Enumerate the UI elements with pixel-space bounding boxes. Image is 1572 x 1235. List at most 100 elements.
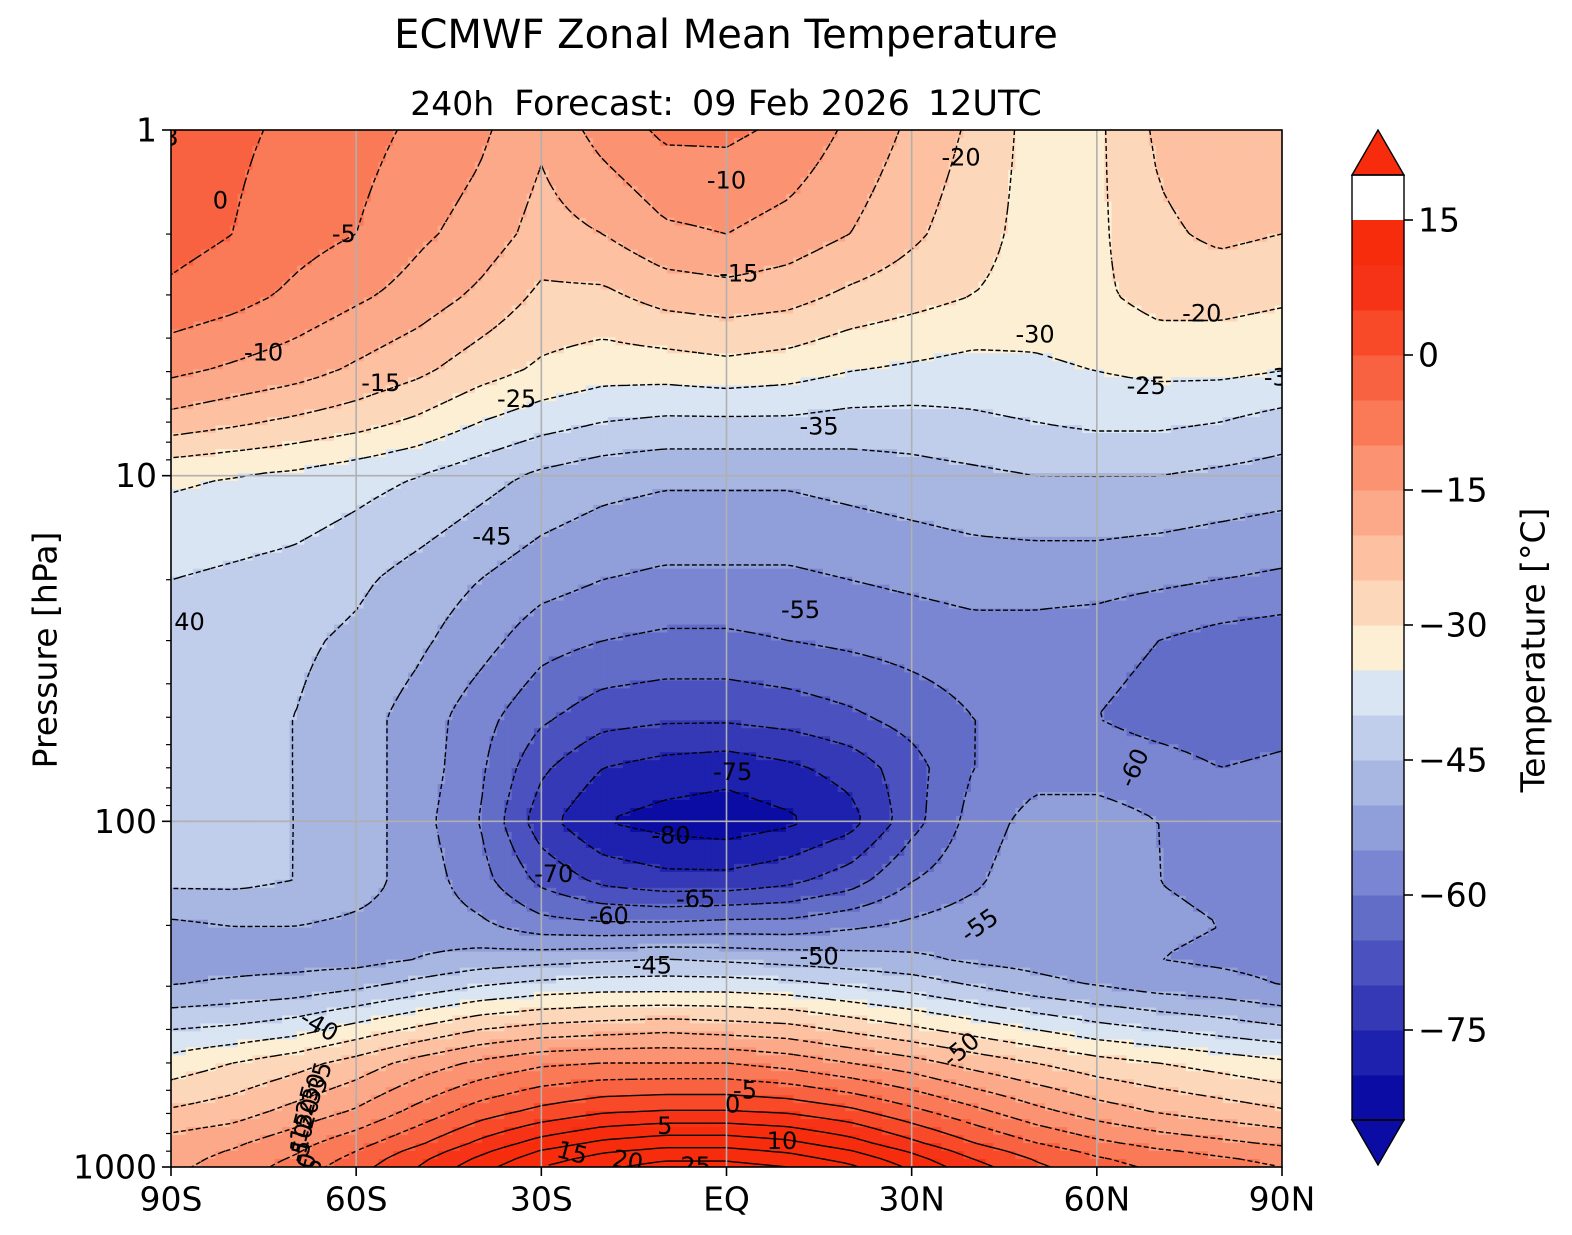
contour-fill-cell xyxy=(1141,217,1150,227)
contour-fill-cell xyxy=(985,361,994,370)
contour-fill-cell xyxy=(348,161,357,171)
contour-fill-cell xyxy=(985,161,994,171)
contour-fill-cell xyxy=(770,313,779,323)
contour-fill-cell xyxy=(356,145,365,155)
contour-fill-cell xyxy=(1104,329,1113,338)
contour-fill-cell xyxy=(459,273,468,283)
contour-fill-cell xyxy=(570,169,579,179)
contour-fill-cell xyxy=(274,265,283,275)
contour-fill-cell xyxy=(1044,137,1053,147)
contour-fill-cell xyxy=(511,329,520,338)
contour-fill-cell xyxy=(1215,377,1224,386)
contour-fill-cell xyxy=(785,193,794,203)
contour-fill-cell xyxy=(393,353,402,362)
contour-fill-cell xyxy=(763,193,772,203)
contour-fill-cell xyxy=(822,249,831,259)
contour-fill-cell xyxy=(400,169,409,179)
contour-fill-cell xyxy=(1133,353,1142,362)
contour-fill-cell xyxy=(770,130,779,139)
contour-fill-cell xyxy=(904,193,913,203)
contour-fill-cell xyxy=(333,161,342,171)
contour-fill-cell xyxy=(956,241,965,251)
contour-fill-cell xyxy=(171,193,180,203)
contour-fill-cell xyxy=(704,361,713,370)
contour-fill-cell xyxy=(1156,361,1165,370)
contour-fill-cell xyxy=(1252,225,1261,235)
contour-fill-cell xyxy=(1207,361,1216,370)
contour-fill-cell xyxy=(1096,265,1105,275)
contour-fill-cell xyxy=(741,273,750,283)
contour-fill-cell xyxy=(519,169,528,179)
contour-fill-cell xyxy=(1244,161,1253,171)
contour-fill-cell xyxy=(185,337,194,346)
contour-fill-cell xyxy=(785,289,794,299)
contour-fill-cell xyxy=(237,137,246,147)
contour-fill-cell xyxy=(763,161,772,171)
contour-fill-cell xyxy=(1141,297,1150,307)
contour-fill-cell xyxy=(1222,353,1231,362)
contour-fill-cell xyxy=(215,393,224,402)
contour-fill-cell xyxy=(230,353,239,362)
contour-fill-cell xyxy=(1037,329,1046,338)
contour-fill-cell xyxy=(341,185,350,195)
contour-fill-cell xyxy=(926,329,935,338)
contour-fill-cell xyxy=(682,273,691,283)
contour-fill-cell xyxy=(1237,193,1246,203)
contour-fill-cell xyxy=(1133,313,1142,323)
contour-fill-cell xyxy=(593,201,602,211)
contour-fill-cell xyxy=(215,217,224,227)
contour-fill-cell xyxy=(607,169,616,179)
contour-fill-cell xyxy=(667,145,676,155)
contour-fill-cell xyxy=(1096,137,1105,147)
contour-fill-cell xyxy=(963,145,972,155)
contour-fill-cell xyxy=(296,153,305,163)
contour-fill-cell xyxy=(1015,265,1024,275)
contour-fill-cell xyxy=(430,137,439,147)
contour-fill-cell xyxy=(1163,185,1172,195)
contour-fill-cell xyxy=(585,257,594,267)
contour-fill-cell xyxy=(467,241,476,251)
contour-fill-cell xyxy=(1252,177,1261,187)
contour-fill-cell xyxy=(1193,265,1202,275)
contour-fill-cell xyxy=(370,225,379,235)
contour-fill-cell xyxy=(252,249,261,259)
contour-fill-cell xyxy=(526,265,535,275)
contour-fill-cell xyxy=(482,169,491,179)
contour-fill-cell xyxy=(689,161,698,171)
contour-fill-cell xyxy=(274,329,283,338)
contour-fill-cell xyxy=(637,201,646,211)
contour-fill-cell xyxy=(733,377,742,386)
contour-fill-cell xyxy=(733,209,742,219)
contour-fill-cell xyxy=(548,233,557,243)
contour-fill-cell xyxy=(1119,265,1128,275)
contour-fill-cell xyxy=(630,289,639,299)
contour-fill-cell xyxy=(489,353,498,362)
contour-fill-cell xyxy=(1141,161,1150,171)
contour-fill-cell xyxy=(282,161,291,171)
contour-fill-cell xyxy=(645,137,654,147)
contour-fill-cell xyxy=(1141,225,1150,235)
contour-fill-cell xyxy=(689,329,698,338)
contour-fill-cell xyxy=(615,145,624,155)
contour-fill-cell xyxy=(978,313,987,323)
contour-fill-cell xyxy=(941,137,950,147)
contour-fill-cell xyxy=(356,313,365,323)
contour-fill-cell xyxy=(719,209,728,219)
contour-fill-cell xyxy=(208,345,217,354)
contour-fill-cell xyxy=(689,137,698,147)
contour-fill-cell xyxy=(1000,265,1009,275)
contour-fill-cell xyxy=(533,257,542,267)
contour-fill-cell xyxy=(1104,337,1113,346)
contour-fill-cell xyxy=(1074,130,1083,139)
contour-fill-cell xyxy=(637,153,646,163)
contour-fill-cell xyxy=(622,305,631,315)
contour-fill-cell xyxy=(1007,193,1016,203)
contour-fill-cell xyxy=(593,169,602,179)
contour-fill-cell xyxy=(1259,361,1268,370)
contour-fill-cell xyxy=(1044,337,1053,346)
contour-fill-cell xyxy=(815,289,824,299)
contour-fill-cell xyxy=(193,153,202,163)
contour-fill-cell xyxy=(845,130,854,139)
contour-fill-cell xyxy=(585,281,594,291)
contour-fill-cell xyxy=(1193,185,1202,195)
